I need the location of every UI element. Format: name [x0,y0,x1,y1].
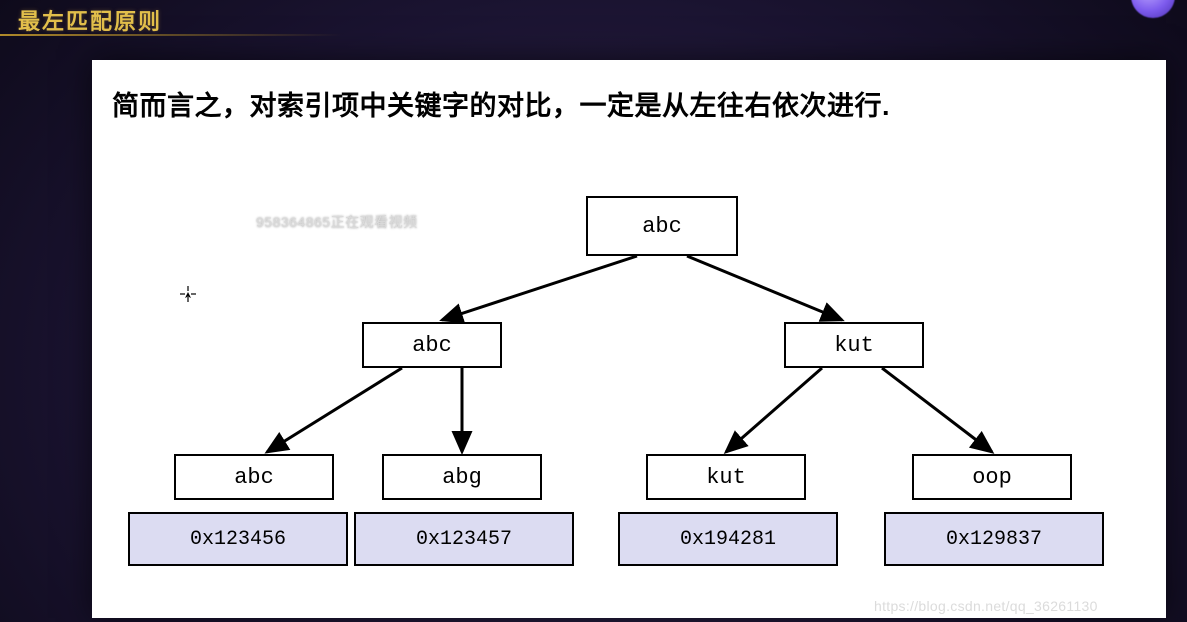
tree-leaf-node: kut [646,454,806,500]
corner-orb-icon [1131,0,1175,18]
node-label: oop [972,465,1012,490]
tree-leaf-node: oop [912,454,1072,500]
tree-leaf-node: abg [382,454,542,500]
tree-mid-left-node: abc [362,322,502,368]
tree-leaf-node: abc [174,454,334,500]
address-label: 0x129837 [946,528,1042,551]
node-label: abg [442,465,482,490]
section-title: 最左匹配原则 [0,0,180,44]
address-box: 0x123456 [128,512,348,566]
tree-mid-right-node: kut [784,322,924,368]
tree-root-node: abc [586,196,738,256]
node-label: abc [412,333,452,358]
source-url-watermark: https://blog.csdn.net/qq_36261130 [874,598,1098,614]
video-stage: 最左匹配原则 简而言之，对索引项中关键字的对比，一定是从左往右依次进行. abc… [0,0,1187,622]
address-label: 0x123457 [416,528,512,551]
slide-canvas: 简而言之，对索引项中关键字的对比，一定是从左往右依次进行. abc abc ku… [92,60,1166,618]
address-label: 0x123456 [190,528,286,551]
address-box: 0x129837 [884,512,1104,566]
node-label: abc [642,214,682,239]
address-box: 0x194281 [618,512,838,566]
node-label: abc [234,465,274,490]
node-label: kut [706,465,746,490]
node-label: kut [834,333,874,358]
slide-heading: 简而言之，对索引项中关键字的对比，一定是从左往右依次进行. [112,84,890,123]
address-label: 0x194281 [680,528,776,551]
address-box: 0x123457 [354,512,574,566]
title-underline [0,34,360,36]
